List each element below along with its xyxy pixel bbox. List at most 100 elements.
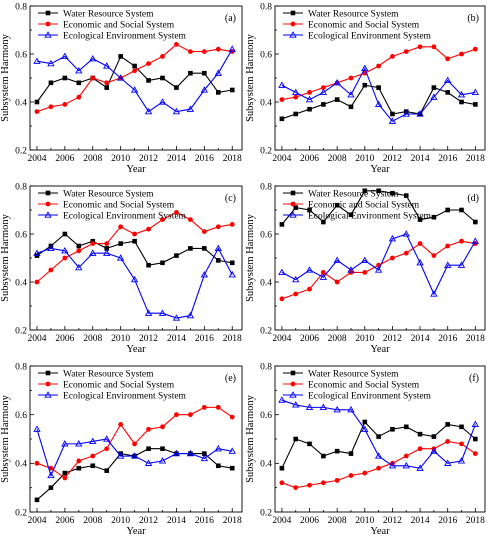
x-axis-label: Year <box>370 344 390 355</box>
data-point <box>362 270 368 275</box>
data-point <box>201 404 207 410</box>
data-point <box>403 424 409 430</box>
legend-marker <box>44 211 52 218</box>
legend-marker <box>290 190 296 196</box>
data-point <box>431 434 437 439</box>
data-point <box>416 258 424 266</box>
data-point <box>334 202 340 208</box>
data-point <box>430 290 438 297</box>
data-point <box>103 249 111 256</box>
y-tick-label: 0.4 <box>15 98 27 108</box>
data-point <box>319 273 328 280</box>
data-point <box>361 256 369 264</box>
data-point <box>307 286 312 292</box>
x-axis-label: Year <box>126 164 146 175</box>
panel-f: 2004 2006 2008 2010 2012 2014 2016 2018 0.2 0.4 0.… <box>245 362 486 537</box>
data-point <box>48 465 54 471</box>
x-tick-label: 2018 <box>223 334 242 344</box>
data-point <box>417 241 423 247</box>
data-point <box>403 250 409 256</box>
x-tick-label: 2014 <box>411 154 430 164</box>
data-point <box>229 465 235 471</box>
data-point <box>376 434 381 439</box>
x-tick-label: 2010 <box>355 516 374 526</box>
data-point <box>215 404 221 410</box>
x-tick-label: 2010 <box>111 154 130 164</box>
y-tick-label: 0.8 <box>15 362 27 372</box>
data-point <box>445 207 450 213</box>
series-line <box>36 429 233 478</box>
data-point <box>445 243 451 249</box>
data-point <box>374 100 383 108</box>
data-point <box>146 78 151 83</box>
data-point <box>390 111 395 117</box>
data-point <box>229 414 235 420</box>
data-point <box>333 256 341 264</box>
y-tick-label: 0.8 <box>260 182 272 192</box>
data-point <box>459 441 464 447</box>
data-point <box>188 70 193 76</box>
data-point <box>430 93 438 100</box>
x-tick-label: 2008 <box>83 154 102 164</box>
data-point <box>388 461 397 469</box>
data-point <box>228 447 236 454</box>
series-water-resource-system <box>279 419 478 471</box>
data-point <box>62 231 68 237</box>
data-point <box>214 444 222 452</box>
data-point <box>116 452 125 459</box>
x-tick-label: 2004 <box>272 334 291 344</box>
data-point <box>402 461 410 469</box>
data-point <box>445 422 450 427</box>
data-point <box>472 451 478 456</box>
data-point <box>388 234 397 242</box>
data-point <box>431 253 437 258</box>
data-point <box>200 86 209 93</box>
data-point <box>34 109 40 114</box>
panel-e: 2004 2006 2008 2010 2012 2014 2016 2018 0.2 0.4 0.… <box>0 362 243 537</box>
legend-marker <box>45 21 51 27</box>
data-point <box>348 104 354 110</box>
y-axis-label: Subsystem Harmony <box>0 33 11 122</box>
data-point <box>144 309 153 316</box>
data-point <box>62 255 68 261</box>
y-tick-label: 0.6 <box>260 230 272 240</box>
data-point <box>305 95 314 103</box>
data-point <box>321 453 326 459</box>
data-point <box>90 453 96 459</box>
legend-label: Water Resource System <box>63 9 154 19</box>
y-tick-label: 0.2 <box>260 146 272 156</box>
data-point <box>202 451 207 456</box>
data-point <box>293 485 299 491</box>
data-point <box>376 465 382 471</box>
data-point <box>307 90 312 95</box>
x-tick-label: 2014 <box>411 516 430 526</box>
data-point <box>320 85 326 90</box>
data-point <box>402 230 410 237</box>
series-line <box>281 233 476 296</box>
series-economic-and-social-system <box>34 404 235 481</box>
data-point <box>160 260 165 266</box>
data-point <box>89 249 97 256</box>
data-point <box>362 188 368 194</box>
data-point <box>186 105 195 112</box>
x-tick-label: 2006 <box>55 516 74 526</box>
data-point <box>215 463 221 469</box>
data-point <box>333 78 341 86</box>
data-point <box>376 188 381 194</box>
series-line <box>281 399 476 469</box>
legend-label: Ecological Environment System <box>308 31 432 41</box>
data-point <box>279 222 285 227</box>
data-point <box>104 246 110 251</box>
data-point <box>90 463 96 469</box>
data-point <box>457 261 466 268</box>
data-point <box>334 97 340 102</box>
data-point <box>215 46 221 52</box>
x-tick-label: 2008 <box>328 516 347 526</box>
x-tick-label: 2012 <box>139 334 158 344</box>
data-point <box>417 44 423 50</box>
x-tick-label: 2008 <box>328 334 347 344</box>
data-point <box>361 425 369 432</box>
y-tick-label: 0.2 <box>15 146 27 156</box>
x-tick-label: 2008 <box>83 334 102 344</box>
